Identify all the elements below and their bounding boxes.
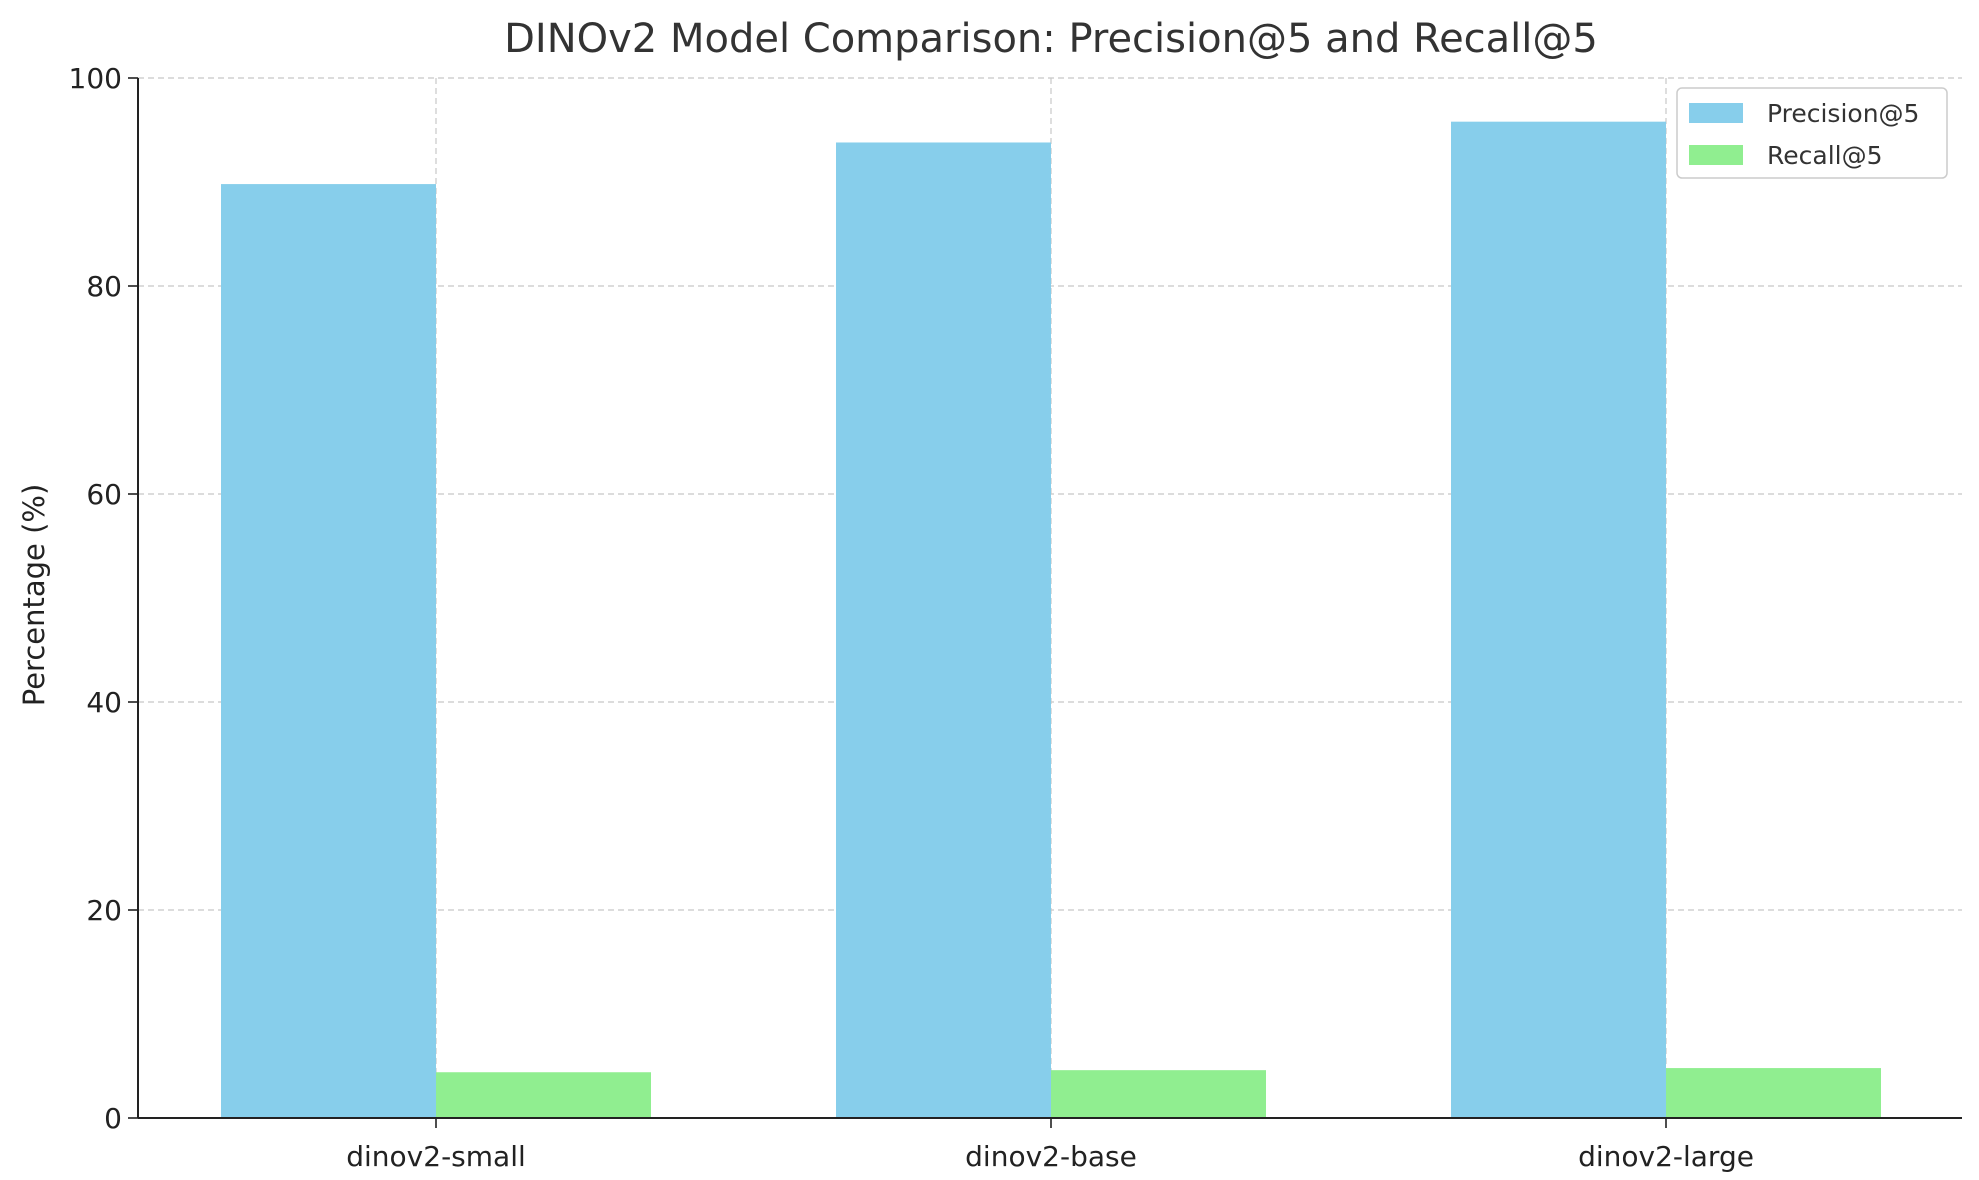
bars-layer [221, 121, 1881, 1119]
legend-label-precision-5: Precision@5 [1767, 99, 1919, 128]
chart-title: DINOv2 Model Comparison: Precision@5 and… [504, 16, 1598, 62]
bar-precision-5-dinov2-small [221, 184, 436, 1118]
y-tick-label-2: 40 [86, 686, 122, 719]
axes-layer: 0 20 40 60 80 100 dinov2-small dinov2-base dinov… [69, 62, 1962, 1173]
y-axis-label: Percentage (%) [17, 484, 51, 707]
y-tick-label-0: 0 [104, 1102, 122, 1135]
bar-recall-5-dinov2-small [436, 1072, 651, 1118]
legend-swatch-recall-5 [1689, 145, 1743, 165]
bar-recall-5-dinov2-base [1051, 1070, 1266, 1118]
bar-recall-5-dinov2-large [1666, 1068, 1881, 1118]
legend: Precision@5 Recall@5 [1676, 87, 1948, 179]
y-tick-label-4: 80 [86, 270, 122, 303]
y-tick-label-5: 100 [69, 62, 122, 95]
legend-box [1676, 87, 1948, 179]
x-tick-label-dinov2-base: dinov2-base [965, 1140, 1137, 1173]
y-tick-label-3: 60 [86, 478, 122, 511]
legend-swatch-precision-5 [1689, 103, 1743, 123]
bar-precision-5-dinov2-base [836, 142, 1051, 1119]
bar-precision-5-dinov2-large [1451, 121, 1666, 1119]
x-tick-label-dinov2-large: dinov2-large [1578, 1140, 1754, 1173]
x-tick-label-dinov2-small: dinov2-small [346, 1140, 526, 1173]
y-tick-label-1: 20 [86, 894, 122, 927]
legend-label-recall-5: Recall@5 [1767, 141, 1883, 170]
